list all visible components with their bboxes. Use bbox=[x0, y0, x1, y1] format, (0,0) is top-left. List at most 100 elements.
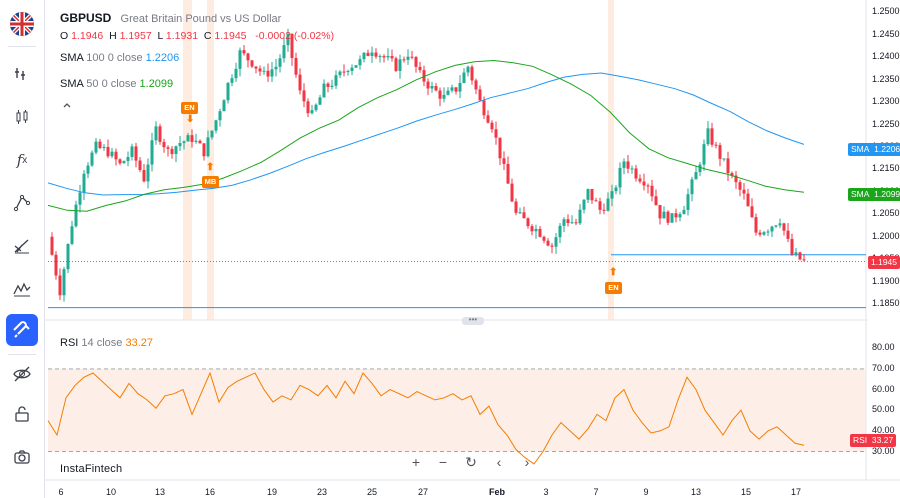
marker-mb[interactable]: MB bbox=[202, 176, 219, 188]
candle-body bbox=[558, 225, 562, 238]
time-tick-label: 9 bbox=[643, 487, 649, 497]
candle-body bbox=[74, 204, 78, 227]
cursor-icon[interactable] bbox=[6, 58, 38, 90]
candle-body bbox=[310, 110, 314, 114]
candle-body bbox=[590, 189, 594, 201]
candles-icon[interactable] bbox=[6, 101, 38, 133]
price-tick-label: 1.2500 bbox=[872, 6, 900, 17]
candle-body bbox=[82, 173, 86, 193]
time-tick-label: 23 bbox=[316, 487, 328, 497]
candle-body bbox=[254, 66, 258, 69]
scroll-right-button[interactable]: › bbox=[524, 454, 530, 470]
candle-body bbox=[342, 71, 346, 73]
pane-resize-handle[interactable]: ••• bbox=[462, 316, 484, 325]
candle-body bbox=[242, 50, 246, 54]
price-tick-label: 1.2400 bbox=[872, 51, 900, 62]
trend-line-icon[interactable] bbox=[6, 187, 38, 219]
candle-body bbox=[222, 100, 226, 112]
lock-icon[interactable] bbox=[6, 398, 38, 430]
time-tick-label: 6 bbox=[58, 487, 64, 497]
candle-body bbox=[422, 70, 426, 82]
draw-icon[interactable] bbox=[6, 230, 38, 262]
time-tick-label: 15 bbox=[740, 487, 752, 497]
candle-body bbox=[230, 78, 234, 83]
candle-body bbox=[390, 55, 394, 59]
magnet-icon[interactable] bbox=[6, 314, 38, 346]
collapse-legend-chevron-up-icon[interactable] bbox=[60, 100, 74, 114]
candle-body bbox=[534, 228, 538, 232]
rsi-tick-label: 60.00 bbox=[872, 383, 895, 394]
highlight-band bbox=[183, 0, 192, 320]
candle-body bbox=[458, 82, 462, 92]
reset-button[interactable]: ↻ bbox=[465, 453, 477, 470]
candle-body bbox=[202, 143, 206, 157]
candle-body bbox=[630, 168, 634, 170]
low-value: 1.1931 bbox=[165, 30, 199, 42]
candle-body bbox=[670, 213, 674, 223]
rsi-legend[interactable]: RSI 14 close 33.27 bbox=[60, 336, 153, 350]
time-tick-label: 13 bbox=[154, 487, 166, 497]
sma100-tag-value: 1.2206 bbox=[874, 144, 900, 154]
candle-body bbox=[130, 146, 134, 157]
candle-body bbox=[726, 158, 730, 174]
arrow-up-icon: ⬆ bbox=[609, 267, 618, 278]
candle-body bbox=[538, 228, 542, 237]
candle-body bbox=[174, 146, 178, 155]
arrow-down-icon: ⬇ bbox=[186, 114, 195, 125]
candle-body bbox=[114, 151, 118, 160]
sma50-params: 50 0 close bbox=[86, 78, 137, 90]
sma100-legend[interactable]: SMA 100 0 close 1.2206 bbox=[60, 51, 179, 65]
price-tick-label: 1.2250 bbox=[872, 118, 900, 129]
candle-body bbox=[654, 196, 658, 206]
sma50-legend[interactable]: SMA 50 0 close 1.2099 bbox=[60, 77, 173, 91]
zoom-in-button[interactable]: + bbox=[411, 454, 421, 470]
candle-body bbox=[470, 66, 474, 81]
symbol-name: Great Britain Pound vs US Dollar bbox=[120, 13, 282, 25]
time-tick-label: 17 bbox=[790, 487, 802, 497]
candle-body bbox=[346, 70, 350, 72]
last-price-value: 1.1945 bbox=[871, 257, 897, 267]
candle-body bbox=[714, 144, 718, 146]
candle-body bbox=[302, 90, 306, 102]
low-label: L bbox=[157, 30, 163, 42]
marker-en[interactable]: EN bbox=[181, 102, 198, 114]
time-tick-label: 19 bbox=[266, 487, 278, 497]
scroll-left-button[interactable]: ‹ bbox=[496, 454, 502, 470]
candle-body bbox=[682, 209, 686, 215]
price-tick-label: 1.1900 bbox=[872, 275, 900, 286]
candle-body bbox=[546, 240, 550, 246]
time-tick-label: 7 bbox=[593, 487, 599, 497]
candle-body bbox=[266, 70, 270, 77]
pattern-icon[interactable] bbox=[6, 273, 38, 305]
candle-body bbox=[498, 137, 502, 159]
eye-icon[interactable] bbox=[6, 358, 38, 390]
candle-body bbox=[634, 168, 638, 179]
candle-body bbox=[574, 222, 578, 224]
candle-body bbox=[190, 135, 194, 142]
candle-body bbox=[694, 172, 698, 180]
candle-body bbox=[666, 211, 670, 223]
zoom-out-button[interactable]: − bbox=[438, 454, 448, 470]
candle-body bbox=[218, 111, 222, 121]
camera-icon[interactable] bbox=[6, 441, 38, 473]
candle-body bbox=[98, 141, 102, 149]
candle-body bbox=[394, 58, 398, 71]
candle-body bbox=[530, 226, 534, 232]
candle-body bbox=[782, 223, 786, 231]
candle-body bbox=[370, 52, 374, 56]
candle-body bbox=[742, 189, 746, 194]
candle-body bbox=[490, 122, 494, 130]
marker-en[interactable]: EN bbox=[605, 282, 622, 294]
time-tick-label: 25 bbox=[366, 487, 378, 497]
candle-body bbox=[730, 173, 734, 176]
candle-body bbox=[698, 164, 702, 173]
close-label: C bbox=[203, 30, 212, 42]
candle-body bbox=[170, 148, 174, 155]
candle-body bbox=[246, 53, 250, 61]
candle-body bbox=[482, 100, 486, 116]
rsi-tick-label: 70.00 bbox=[872, 362, 895, 373]
rsi-line bbox=[47, 371, 805, 465]
open-label: O bbox=[60, 30, 69, 42]
